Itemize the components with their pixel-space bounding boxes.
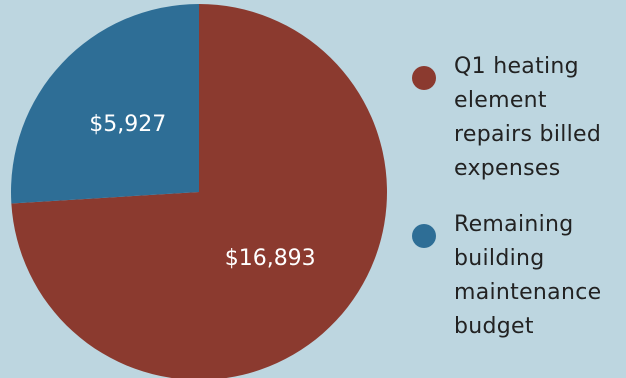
pie-label-remaining-budget: $5,927 — [89, 112, 166, 137]
pie-slices — [10, 4, 388, 378]
legend-item-heating-repairs: Q1 heating element repairs billed expens… — [410, 50, 622, 186]
pie-slice-heating-repairs — [11, 4, 388, 378]
pie-data-labels: $16,893 $5,927 — [89, 112, 315, 271]
pie-label-heating-repairs: $16,893 — [225, 246, 316, 271]
pie-slice-remaining-budget — [10, 4, 199, 204]
legend-swatch-remaining-budget — [412, 224, 436, 248]
legend-item-remaining-budget: Remaining building maintenance budget — [410, 208, 622, 344]
legend: Q1 heating element repairs billed expens… — [410, 50, 622, 366]
legend-swatch-heating-repairs — [412, 66, 436, 90]
legend-label-heating-repairs: Q1 heating element repairs billed expens… — [454, 54, 602, 181]
legend-label-remaining-budget: Remaining building maintenance budget — [454, 212, 602, 339]
